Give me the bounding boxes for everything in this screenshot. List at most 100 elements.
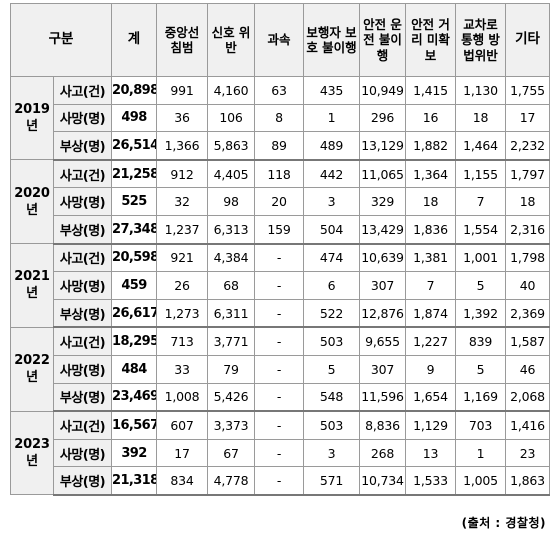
cell-signal: 5,863 xyxy=(207,131,255,161)
row-kind-label: 사고(건) xyxy=(53,326,112,356)
cell-pedestrian: 1 xyxy=(303,103,360,133)
table-row: 부상(명) 23,469 1,008 5,426-548 11,596 1,654 1,16… xyxy=(11,382,550,413)
cell-total: 484 xyxy=(111,354,157,384)
year-suffix: 년 xyxy=(26,119,38,135)
cell-safe-distance: 7 xyxy=(405,271,456,300)
row-kind-label: 사고(건) xyxy=(53,76,112,105)
cell-other: 1,798 xyxy=(505,243,550,273)
table-row: 사망(명) 459 26 68-6 307 7 5 40 xyxy=(11,271,550,300)
row-kind-label: 사망(명) xyxy=(53,187,112,216)
cell-signal: 98 xyxy=(207,187,255,216)
cell-center-line: 1,008 xyxy=(156,382,208,413)
cell-center-line: 921 xyxy=(156,243,208,273)
header-center-line: 중앙선 침범 xyxy=(156,3,208,77)
row-kind-label: 사망(명) xyxy=(53,354,112,384)
cell-center-line: 991 xyxy=(156,76,208,105)
cell-intersection: 18 xyxy=(455,103,506,133)
year-cell: 2022 년 xyxy=(10,326,54,412)
cell-total: 21,258 xyxy=(111,159,157,189)
cell-intersection: 703 xyxy=(455,410,506,440)
cell-intersection: 1,464 xyxy=(455,131,506,161)
year-cell: 2023 년 xyxy=(10,410,54,496)
cell-safe-distance: 1,381 xyxy=(405,243,456,273)
cell-pedestrian: 3 xyxy=(303,187,360,216)
cell-total: 392 xyxy=(111,438,157,468)
cell-total: 23,469 xyxy=(111,382,157,413)
year-value: 2023 xyxy=(14,437,50,453)
cell-safe-driving: 307 xyxy=(359,271,406,300)
cell-speeding: 63 xyxy=(254,76,304,105)
table-row: 2019 년 사고(건) 20,898 991 4,160 63 435 10,949 1,415… xyxy=(10,75,550,161)
cell-speeding: - xyxy=(254,243,304,273)
cell-other: 18 xyxy=(505,187,550,216)
cell-safe-distance: 1,227 xyxy=(405,326,456,356)
cell-signal: 6,311 xyxy=(207,298,255,329)
cell-signal: 68 xyxy=(207,271,255,300)
year-value: 2021 xyxy=(14,269,50,285)
cell-total: 20,598 xyxy=(111,243,157,273)
cell-intersection: 5 xyxy=(455,271,506,300)
row-kind-label: 사망(명) xyxy=(53,438,112,468)
cell-pedestrian: 435 xyxy=(303,76,360,105)
cell-other: 1,587 xyxy=(505,326,550,356)
accident-statistics-table-container: 구분 계 중앙선 침범 신호 위반 과속 보행자 보호 불이행 안전 운전 불이… xyxy=(10,3,550,496)
cell-safe-driving: 9,655 xyxy=(359,326,406,356)
cell-other: 2,068 xyxy=(505,382,550,413)
cell-signal: 106 xyxy=(207,103,255,133)
cell-safe-driving: 329 xyxy=(359,187,406,216)
cell-center-line: 713 xyxy=(156,326,208,356)
cell-signal: 3,771 xyxy=(207,326,255,356)
cell-intersection: 1,392 xyxy=(455,298,506,329)
cell-center-line: 36 xyxy=(156,103,208,133)
table-header: 구분 계 중앙선 침범 신호 위반 과속 보행자 보호 불이행 안전 운전 불이… xyxy=(10,3,550,77)
table-row: 부상(명) 26,617 1,273 6,311-522 12,876 1,874 1,39… xyxy=(11,298,550,329)
cell-other: 2,369 xyxy=(505,298,550,329)
table-row: 부상(명) 27,348 1,237 6,313 159 504 13,429 1,836 1,… xyxy=(11,214,550,245)
cell-speeding: - xyxy=(254,354,304,384)
header-row: 구분 계 중앙선 침범 신호 위반 과속 보행자 보호 불이행 안전 운전 불이… xyxy=(10,3,550,77)
cell-signal: 4,405 xyxy=(207,159,255,189)
cell-safe-distance: 1,836 xyxy=(405,214,456,245)
cell-signal: 3,373 xyxy=(207,410,255,440)
cell-safe-driving: 307 xyxy=(359,354,406,384)
cell-intersection: 1,169 xyxy=(455,382,506,413)
cell-total: 26,514 xyxy=(111,131,157,161)
header-safe-distance: 안전 거리 미확보 xyxy=(405,3,456,77)
cell-safe-driving: 268 xyxy=(359,438,406,468)
cell-speeding: 159 xyxy=(254,214,304,245)
cell-safe-driving: 8,836 xyxy=(359,410,406,440)
row-kind-label: 사망(명) xyxy=(53,271,112,300)
cell-intersection: 1,155 xyxy=(455,159,506,189)
row-kind-label: 부상(명) xyxy=(53,466,112,496)
accident-statistics-table: 구분 계 중앙선 침범 신호 위반 과속 보행자 보호 불이행 안전 운전 불이… xyxy=(10,3,550,496)
row-kind-label: 부상(명) xyxy=(53,382,112,413)
cell-safe-driving: 296 xyxy=(359,103,406,133)
cell-other: 46 xyxy=(505,354,550,384)
cell-speeding: - xyxy=(254,438,304,468)
table-row: 2022 년 사고(건) 18,295 713 3,771-503 9,655 1,227 83… xyxy=(10,326,550,412)
cell-speeding: 118 xyxy=(254,159,304,189)
cell-safe-distance: 1,874 xyxy=(405,298,456,329)
year-cell: 2019 년 xyxy=(10,75,54,161)
year-suffix: 년 xyxy=(26,202,38,218)
cell-total: 26,617 xyxy=(111,298,157,329)
cell-safe-driving: 13,429 xyxy=(359,214,406,245)
cell-safe-distance: 16 xyxy=(405,103,456,133)
cell-safe-distance: 1,533 xyxy=(405,466,456,496)
header-safe-driving: 안전 운전 불이행 xyxy=(359,3,406,77)
table-row: 2021 년 사고(건) 20,598 921 4,384-474 10,639 1,381 1… xyxy=(10,243,550,328)
row-kind-label: 부상(명) xyxy=(53,131,112,161)
row-kind-label: 사고(건) xyxy=(53,410,112,440)
row-kind-label: 사고(건) xyxy=(53,159,112,189)
row-kind-label: 사고(건) xyxy=(53,243,112,273)
cell-safe-driving: 10,949 xyxy=(359,76,406,105)
header-speeding: 과속 xyxy=(254,3,304,77)
cell-signal: 4,160 xyxy=(207,76,255,105)
cell-total: 21,318 xyxy=(111,466,157,496)
cell-center-line: 33 xyxy=(156,354,208,384)
cell-pedestrian: 6 xyxy=(303,271,360,300)
cell-safe-driving: 13,129 xyxy=(359,131,406,161)
cell-speeding: 8 xyxy=(254,103,304,133)
cell-intersection: 1,005 xyxy=(455,466,506,496)
cell-other: 2,316 xyxy=(505,214,550,245)
